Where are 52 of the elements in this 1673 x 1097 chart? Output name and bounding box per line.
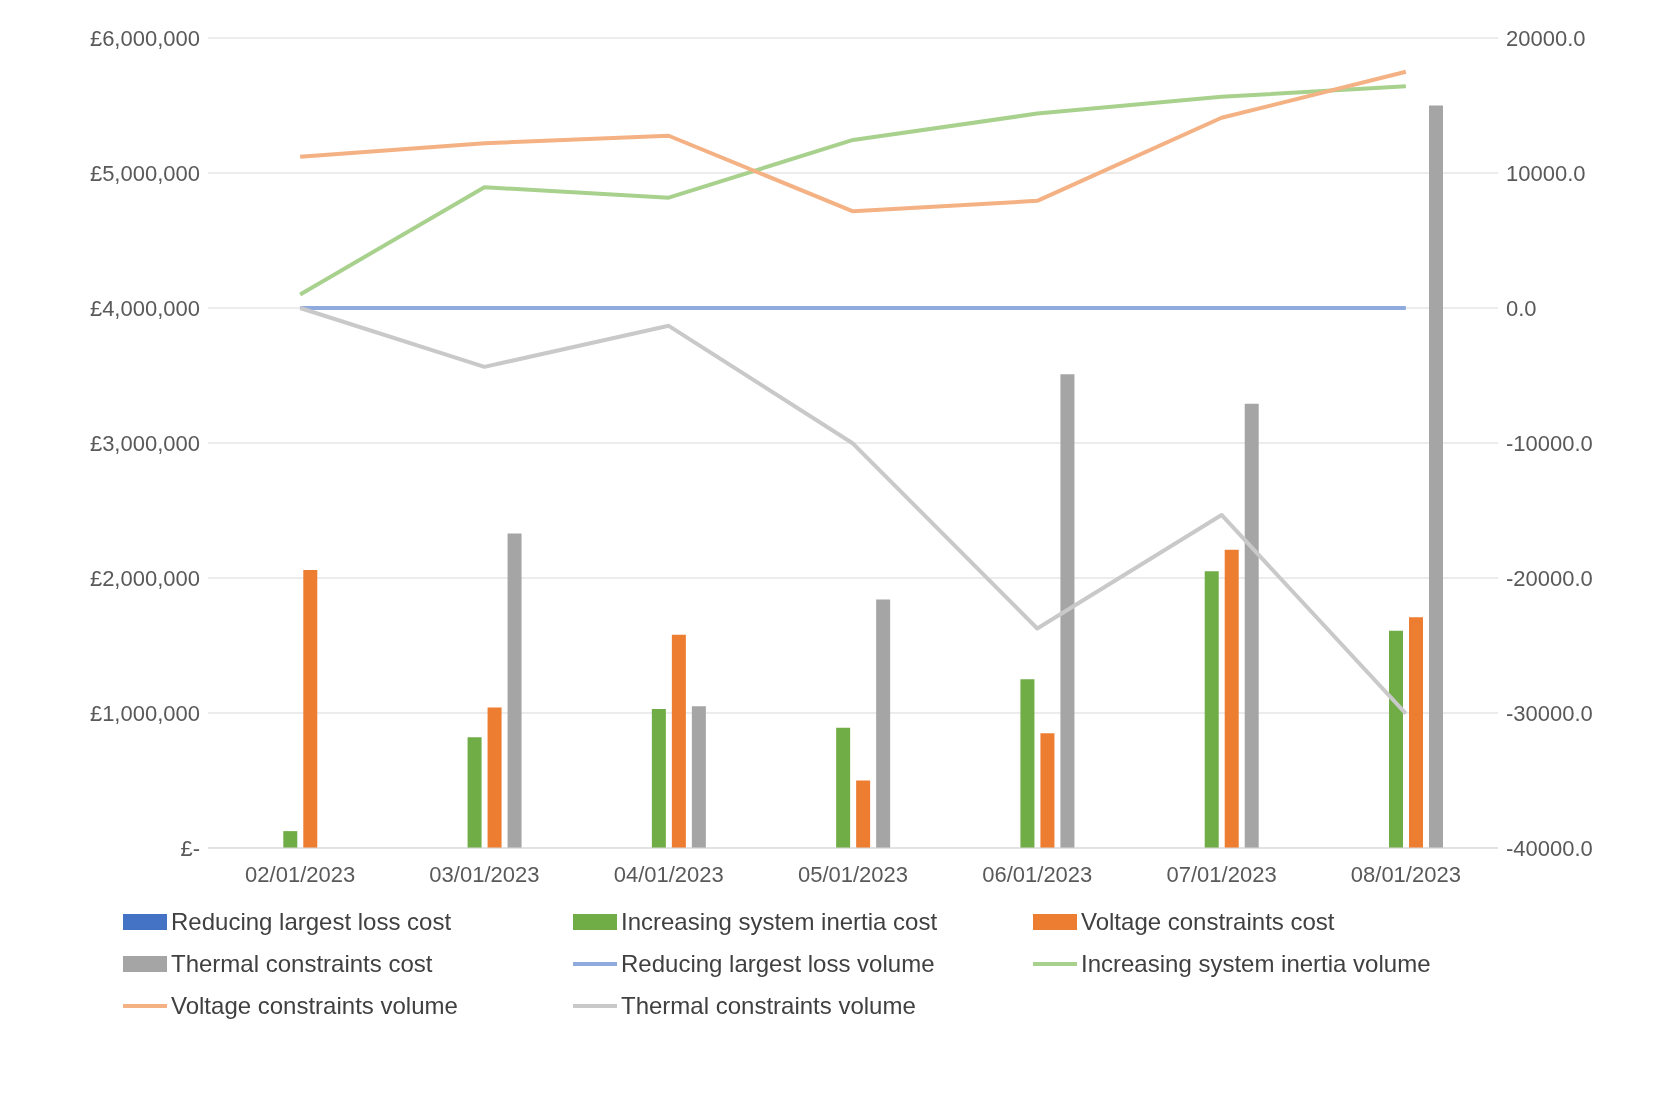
x-tick-label: 06/01/2023 (982, 861, 1093, 887)
bar (467, 737, 482, 848)
bar (283, 831, 298, 848)
y2-tick-label: -40000.0 (1506, 835, 1593, 861)
y-tick-label: £- (180, 835, 200, 861)
bar (1244, 403, 1259, 848)
x-tick-label: 03/01/2023 (429, 861, 540, 887)
bar (487, 707, 502, 848)
y-tick-label: £6,000,000 (89, 25, 200, 51)
bar (836, 727, 851, 848)
y-tick-label: £3,000,000 (89, 430, 200, 456)
bar (507, 533, 522, 848)
bar (1060, 374, 1075, 848)
bar (651, 708, 666, 848)
bar (1204, 571, 1219, 848)
y-tick-label: £2,000,000 (89, 565, 200, 591)
x-tick-label: 08/01/2023 (1350, 861, 1461, 887)
legend-label: Increasing system inertia cost (621, 908, 938, 936)
x-tick-label: 04/01/2023 (613, 861, 724, 887)
bar (856, 780, 871, 848)
y2-tick-label: 10000.0 (1506, 160, 1586, 186)
x-tick-label: 02/01/2023 (245, 861, 356, 887)
y2-tick-label: -30000.0 (1506, 700, 1593, 726)
y2-tick-label: 0.0 (1506, 295, 1537, 321)
bar (691, 706, 706, 848)
y2-tick-label: -20000.0 (1506, 565, 1593, 591)
legend-label: Voltage constraints volume (171, 992, 458, 1020)
y2-tick-label: 20000.0 (1506, 25, 1586, 51)
line-series (298, 69, 1408, 214)
legend-label: Reducing largest loss volume (621, 950, 935, 978)
x-tick-label: 05/01/2023 (797, 861, 909, 887)
bar (1224, 549, 1239, 848)
bar (1040, 733, 1055, 848)
bar (1429, 105, 1443, 848)
legend-label: Reducing largest loss cost (171, 908, 452, 936)
y2-tick-label: -10000.0 (1506, 430, 1593, 456)
bar (303, 569, 318, 848)
bar (1020, 679, 1035, 848)
y-tick-label: £5,000,000 (89, 160, 200, 186)
legend-label: Thermal constraints volume (621, 992, 916, 1020)
bar (1409, 617, 1423, 848)
bar (671, 634, 686, 848)
line-series (298, 84, 1408, 297)
y-tick-label: £1,000,000 (89, 700, 200, 726)
legend-label: Thermal constraints cost (171, 950, 433, 978)
legend-label: Increasing system inertia volume (1081, 950, 1431, 978)
legend-label: Voltage constraints cost (1081, 908, 1335, 936)
bar (1389, 630, 1403, 848)
y-tick-label: £4,000,000 (89, 295, 200, 321)
line-series (298, 306, 1408, 716)
bar (876, 599, 891, 848)
x-tick-label: 07/01/2023 (1166, 861, 1277, 887)
